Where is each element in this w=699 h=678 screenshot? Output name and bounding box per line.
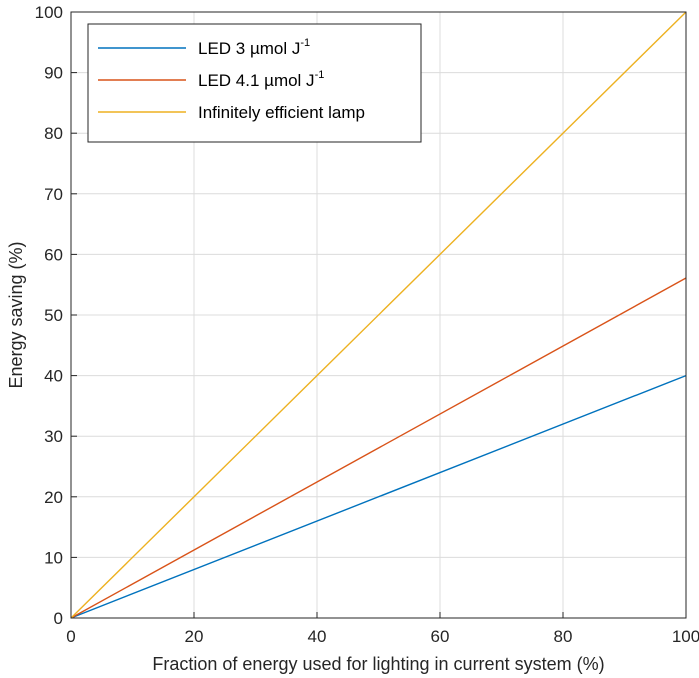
axis-ticks: 0 20 40 60 80 100 0 10 20 30 40 50 60 70 80 90 100 [35, 3, 699, 646]
y-tick-label: 70 [44, 185, 63, 204]
y-tick-label: 0 [54, 609, 63, 628]
y-tick-label: 60 [44, 245, 63, 264]
series-line-1 [70, 374, 687, 619]
y-tick-label: 50 [44, 306, 63, 325]
legend-entry-name: LED 4.1 µmol J [198, 71, 315, 90]
y-tick-label: 40 [44, 367, 63, 386]
x-tick-label: 80 [554, 627, 573, 646]
series-lines [70, 11, 687, 619]
x-tick-label: 20 [185, 627, 204, 646]
y-tick-label: 10 [44, 548, 63, 567]
x-axis-label: Fraction of energy used for lighting in … [152, 654, 604, 674]
x-tick-label: 100 [672, 627, 699, 646]
legend-entry-label: LED 3 µmol J-1 [198, 37, 310, 58]
y-tick-label: 100 [35, 3, 63, 22]
legend-entry-label: LED 4.1 µmol J-1 [198, 69, 324, 90]
y-tick-label: 20 [44, 488, 63, 507]
y-tick-label: 90 [44, 64, 63, 83]
legend-entry-superscript: -1 [315, 69, 325, 81]
legend-entry-label: Infinitely efficient lamp [198, 103, 365, 122]
y-tick-label: 80 [44, 124, 63, 143]
series-line-3 [70, 11, 687, 619]
legend-entry-name: Infinitely efficient lamp [198, 103, 365, 122]
x-tick-label: 60 [431, 627, 450, 646]
legend-entry-superscript: -1 [300, 37, 310, 49]
y-tick-label: 30 [44, 427, 63, 446]
y-axis-label: Energy saving (%) [6, 241, 26, 388]
x-tick-label: 0 [66, 627, 75, 646]
series-line-2 [70, 277, 687, 619]
legend-box [87, 23, 422, 143]
legend-entry-name: LED 3 µmol J [198, 39, 300, 58]
x-tick-label: 40 [308, 627, 327, 646]
